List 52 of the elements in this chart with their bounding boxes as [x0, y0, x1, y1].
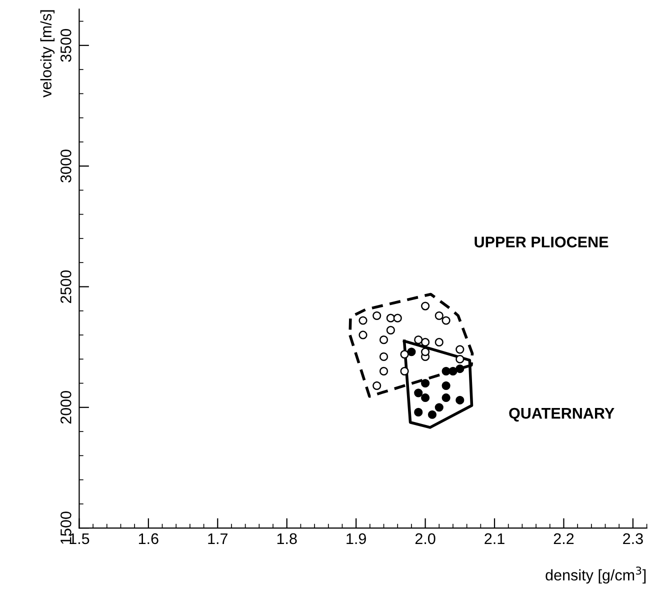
point: [386, 326, 395, 334]
point: [379, 352, 388, 362]
point: [456, 364, 464, 374]
point: [393, 314, 402, 322]
point: [400, 366, 409, 376]
point: [456, 396, 464, 404]
point: [386, 314, 395, 322]
point: [421, 338, 430, 347]
x-axis-title: density [g/cm$^{3}$]: [546, 566, 646, 584]
y-tick-label: 2000: [60, 390, 72, 424]
point: [421, 302, 430, 310]
point: [456, 345, 464, 354]
point: [442, 316, 450, 325]
point: [358, 330, 368, 340]
y-tick-label: 1500: [60, 512, 72, 544]
point: [456, 354, 464, 364]
point: [414, 336, 423, 344]
point: [414, 388, 423, 398]
text: UPPER PLIOCENE: [474, 236, 608, 248]
point: [421, 378, 430, 388]
point: [379, 366, 388, 376]
x-tick-label: 1.7: [208, 533, 228, 544]
point: [434, 311, 444, 320]
x-tick-label: 1.8: [277, 533, 297, 544]
y-tick-label: 3500: [60, 29, 72, 62]
y-tick-label: 2500: [60, 270, 72, 303]
y-axis-title: velocity [m/s]: [40, 10, 55, 98]
text: QUATERNARY: [509, 408, 614, 422]
x-tick-label: 1.9: [346, 533, 366, 544]
point: [400, 350, 409, 359]
point: [442, 393, 450, 402]
point: [379, 336, 388, 344]
point: [442, 366, 450, 376]
point: [421, 348, 430, 356]
x-tick-label: 1.5: [70, 533, 90, 544]
x-tick-label: 2.2: [554, 533, 574, 544]
point: [372, 311, 382, 320]
y-tick-label: 3000: [60, 150, 72, 182]
point: [448, 366, 458, 376]
point: [428, 410, 437, 419]
point: [358, 316, 368, 325]
x-tick-label: 2.3: [623, 533, 643, 544]
x-tick-label: 1.6: [138, 533, 158, 544]
point: [434, 338, 444, 347]
point: [434, 403, 444, 412]
x-tick-label: 2.0: [415, 533, 436, 544]
point: [442, 381, 450, 390]
point: [407, 348, 416, 356]
x-tick-label: 2.1: [484, 533, 504, 544]
point: [372, 381, 382, 390]
point: [414, 408, 423, 417]
point: [421, 393, 430, 402]
